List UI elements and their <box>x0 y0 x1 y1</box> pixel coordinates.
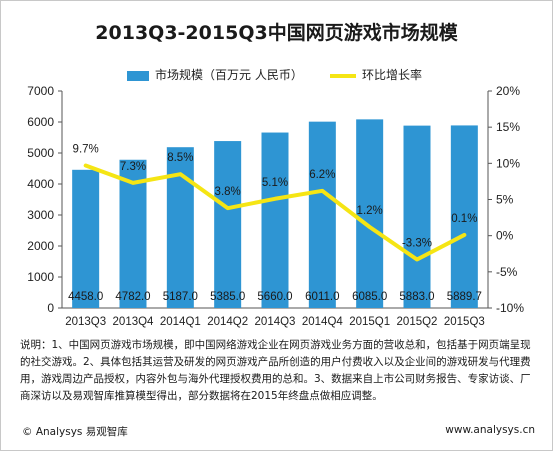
x-tick-label: 2014Q3 <box>255 316 296 328</box>
y-left-tick-label: 2000 <box>27 239 54 253</box>
y-right-tick-label: 15% <box>496 120 520 134</box>
y-left-tick-label: 3000 <box>27 208 54 222</box>
x-tick-label: 2015Q1 <box>349 316 390 328</box>
growth-line <box>83 163 467 262</box>
footer-copyright: © Analysys 易观智库 <box>22 426 128 438</box>
x-tick-label: 2013Q4 <box>113 316 155 328</box>
line-value-label: 1.2% <box>357 205 383 217</box>
bar-value-label: 6085.0 <box>352 291 387 303</box>
x-tick-label: 2013Q3 <box>65 316 106 328</box>
bar <box>72 169 100 308</box>
y-left-tick-label: 5000 <box>27 146 54 160</box>
bar-value-label: 5385.0 <box>210 291 245 303</box>
bar <box>308 121 336 308</box>
x-tick-label: 2014Q4 <box>302 316 344 328</box>
y-left-tick-label: 4000 <box>27 177 54 191</box>
legend-line-swatch <box>330 73 356 78</box>
line-value-label: 5.1% <box>262 177 288 189</box>
legend-bar-entry: 市场规模（百万元 人民币） <box>127 66 303 83</box>
legend-line-entry: 环比增长率 <box>330 66 422 83</box>
bar-value-label: 4458.0 <box>68 291 103 303</box>
legend-line-label: 环比增长率 <box>362 68 423 82</box>
bar-value-label: 5883.0 <box>399 291 434 303</box>
y-right-tick-label: 5% <box>496 193 514 207</box>
y-left-tick-label: 1000 <box>27 270 54 284</box>
bar-value-label: 5187.0 <box>163 291 198 303</box>
chart-note: 说明：1、中国网页游戏市场规模，即中国网络游戏企业在网页游戏业务方面的营收总和，… <box>20 339 531 402</box>
line-value-label: 0.1% <box>451 213 477 225</box>
bar-value-label: 4782.0 <box>115 291 150 303</box>
line-value-label: 3.8% <box>215 186 241 198</box>
x-tick-label: 2015Q3 <box>444 316 485 328</box>
y-right-tick-label: 20% <box>496 84 520 98</box>
bar-value-label: 6011.0 <box>305 291 339 303</box>
legend-bar-swatch <box>127 70 149 81</box>
bar <box>450 125 478 308</box>
bar-value-label: 5660.0 <box>257 291 292 303</box>
chart-title: 2013Q3-2015Q3中国网页游戏市场规模 <box>95 22 458 44</box>
y-right-tick-label: 10% <box>496 156 520 170</box>
footer-website: www.analysys.cn <box>445 424 535 436</box>
bar <box>214 141 242 308</box>
line-value-label: -3.3% <box>402 238 432 250</box>
x-tick-label: 2015Q2 <box>397 316 438 328</box>
bar <box>403 125 431 308</box>
y-right-tick-label: 0% <box>496 229 514 243</box>
y-left-tick-label: 7000 <box>27 84 54 98</box>
bar <box>356 119 384 309</box>
bar <box>261 132 289 308</box>
y-right-tick-label: -5% <box>496 265 518 279</box>
x-tick-label: 2014Q2 <box>207 316 248 328</box>
legend-bar-label: 市场规模（百万元 人民币） <box>155 68 303 82</box>
line-value-label: 7.3% <box>120 161 146 173</box>
x-tick-label: 2014Q1 <box>160 316 201 328</box>
bar-value-label: 5889.7 <box>447 291 482 303</box>
line-value-label: 9.7% <box>73 144 99 156</box>
bar <box>166 147 194 308</box>
y-right-tick-label: -10% <box>496 301 524 315</box>
y-left-tick-label: 0 <box>47 301 54 315</box>
line-value-label: 6.2% <box>309 169 335 181</box>
line-value-label: 8.5% <box>167 152 193 164</box>
combo-chart: 0 1000 2000 3000 4000 5000 6000 7000 -10% -5% 0% 5%… <box>27 84 524 328</box>
y-left-tick-label: 6000 <box>27 115 54 129</box>
